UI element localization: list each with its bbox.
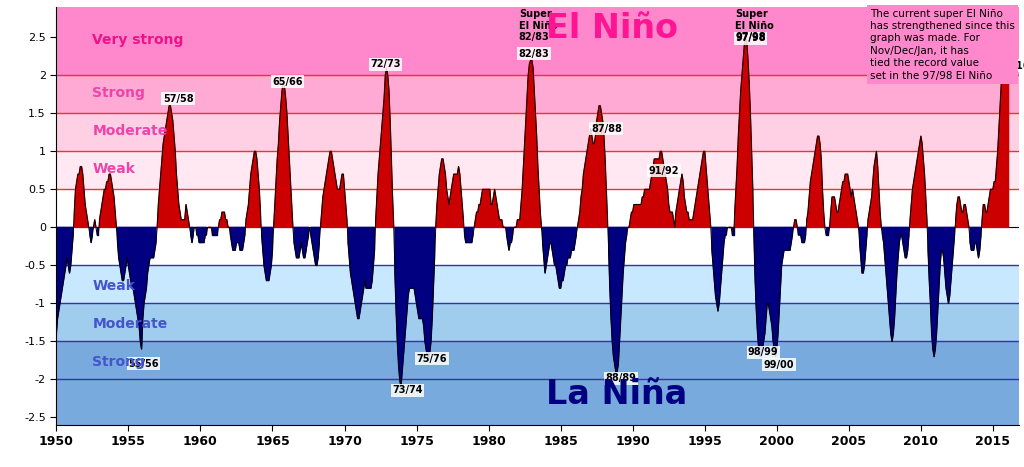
Text: Very strong: Very strong bbox=[92, 33, 183, 47]
Bar bbox=[56, 341, 1019, 425]
Text: 82/83: 82/83 bbox=[519, 49, 550, 59]
Text: 73/74: 73/74 bbox=[392, 385, 423, 396]
Text: 65/66: 65/66 bbox=[272, 77, 303, 87]
Text: 57/58: 57/58 bbox=[163, 93, 194, 104]
Text: Moderate: Moderate bbox=[92, 317, 168, 331]
Text: 15/16: 15/16 bbox=[1000, 61, 1024, 71]
Text: 88/89: 88/89 bbox=[605, 373, 636, 383]
Bar bbox=[56, 190, 1019, 265]
Bar bbox=[56, 151, 1019, 190]
Bar bbox=[56, 7, 1019, 75]
Bar bbox=[56, 75, 1019, 113]
Text: Super
El Niño
97/98: Super El Niño 97/98 bbox=[735, 9, 774, 42]
Text: La Niña: La Niña bbox=[546, 378, 687, 411]
Text: Super
El Niño
82/83: Super El Niño 82/83 bbox=[519, 9, 558, 42]
Text: 75/76: 75/76 bbox=[417, 354, 447, 363]
Text: Weak: Weak bbox=[92, 162, 135, 176]
Text: El Niño: El Niño bbox=[546, 12, 678, 45]
Text: 72/73: 72/73 bbox=[371, 59, 401, 69]
Text: Strong: Strong bbox=[92, 355, 145, 369]
Bar bbox=[56, 304, 1019, 341]
Text: Weak: Weak bbox=[92, 279, 135, 293]
Text: 97/98: 97/98 bbox=[735, 34, 766, 43]
Text: 91/92: 91/92 bbox=[648, 166, 679, 176]
Bar bbox=[56, 265, 1019, 304]
Text: 99/00: 99/00 bbox=[764, 360, 795, 369]
Text: The current super El Niño
has strengthened since this
graph was made. For
Nov/De: The current super El Niño has strengthen… bbox=[870, 8, 1016, 80]
Text: 55/56: 55/56 bbox=[128, 359, 159, 369]
Text: Strong: Strong bbox=[92, 86, 145, 100]
Text: 87/88: 87/88 bbox=[591, 124, 622, 134]
Text: 98/99: 98/99 bbox=[748, 347, 778, 357]
Bar bbox=[56, 113, 1019, 151]
Text: Moderate: Moderate bbox=[92, 124, 168, 138]
